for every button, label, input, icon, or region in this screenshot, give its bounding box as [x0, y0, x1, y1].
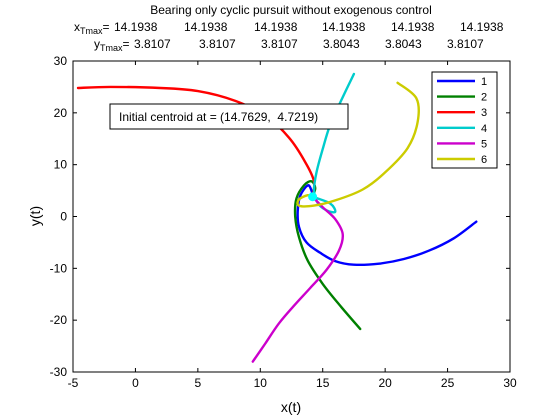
x-tick-label: -5 — [68, 376, 79, 390]
y-tick-label: 0 — [60, 210, 67, 224]
legend: 1 2 3 4 5 6 — [431, 71, 498, 169]
header-y-value: 3.8043 — [323, 37, 360, 51]
header-y-row: yTmax= 3.8107 3.8107 3.8107 3.8043 3.804… — [94, 37, 484, 53]
header-x-value: 14.1938 — [391, 20, 435, 34]
header-y-value: 3.8043 — [385, 37, 422, 51]
series-layer — [76, 72, 478, 363]
centroid-layer — [308, 192, 318, 202]
series-line-1 — [296, 184, 478, 267]
y-axis-label: y(t) — [27, 206, 43, 226]
header-x-value: 14.1938 — [322, 20, 366, 34]
legend-label: 3 — [481, 107, 487, 119]
header-x-row: xTmax= 14.1938 14.1938 14.1938 14.1938 1… — [74, 20, 504, 36]
legend-label: 5 — [481, 138, 487, 150]
y-tick-label: -10 — [50, 261, 68, 275]
y-tick-label: -20 — [50, 313, 68, 327]
header-x-label: xTmax= — [74, 20, 110, 36]
annotation-text: Initial centroid at = (14.7629, 4.7219) — [119, 110, 318, 124]
y-tick-label: 20 — [54, 106, 68, 120]
centroid-marker — [308, 192, 318, 202]
header-y-label: yTmax= — [94, 37, 130, 53]
legend-label: 2 — [481, 92, 487, 104]
y-tick-label: 30 — [54, 54, 68, 68]
header-y-value: 3.8107 — [447, 37, 484, 51]
legend-item-6: 6 — [437, 154, 487, 166]
legend-item-3: 3 — [437, 107, 487, 119]
x-axis-label: x(t) — [281, 399, 301, 415]
series-line-6 — [296, 81, 420, 208]
x-tick-label: 15 — [316, 376, 330, 390]
header-y-value: 3.8107 — [134, 37, 171, 51]
header-y-value: 3.8107 — [261, 37, 298, 51]
x-tick-label: 20 — [378, 376, 392, 390]
legend-label: 6 — [481, 154, 487, 166]
legend-label: 4 — [481, 123, 487, 135]
x-tick-label: 25 — [441, 376, 455, 390]
header-x-value: 14.1938 — [184, 20, 228, 34]
header-x-value: 14.1938 — [254, 20, 298, 34]
legend-label: 1 — [481, 76, 487, 88]
x-tick-label: 30 — [503, 376, 517, 390]
legend-item-4: 4 — [437, 123, 487, 135]
legend-item-1: 1 — [437, 76, 487, 88]
x-tick-label: 5 — [195, 376, 202, 390]
series-line-5 — [251, 195, 345, 363]
x-tick-label: 10 — [254, 376, 268, 390]
header-x-value: 14.1938 — [460, 20, 504, 34]
x-tick-label: 0 — [132, 376, 139, 390]
annotation-box: Initial centroid at = (14.7629, 4.7219) — [109, 103, 349, 130]
legend-item-2: 2 — [437, 92, 487, 104]
y-tick-label: 10 — [54, 158, 68, 172]
header-y-value: 3.8107 — [199, 37, 236, 51]
chart-title: Bearing only cyclic pursuit without exog… — [150, 3, 431, 17]
y-tick-label: -30 — [50, 365, 68, 379]
header-x-value: 14.1938 — [114, 20, 158, 34]
legend-item-5: 5 — [437, 138, 487, 150]
